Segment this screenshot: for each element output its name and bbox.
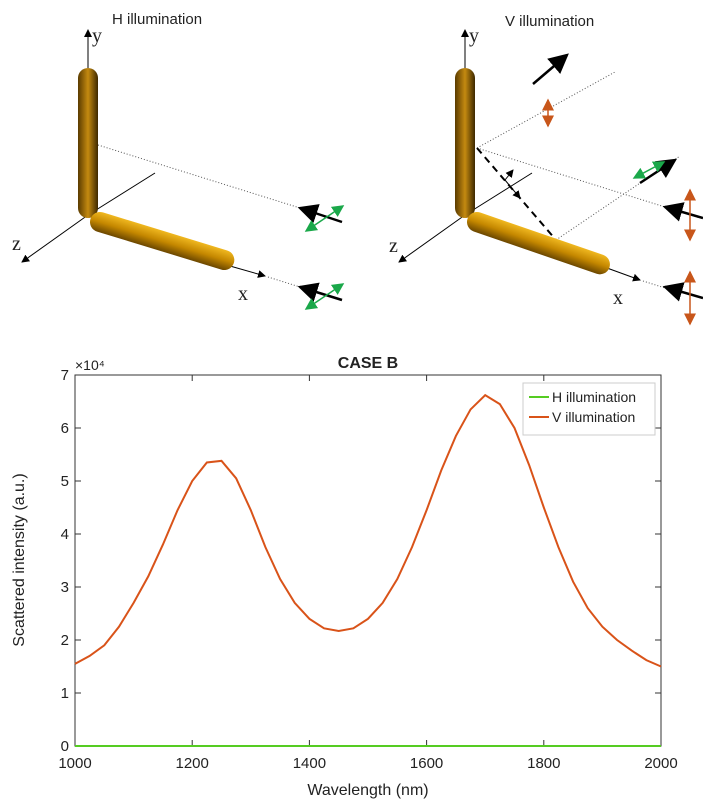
y-tick-label: 4 <box>61 526 69 543</box>
z-axis <box>22 215 88 262</box>
rod <box>88 210 237 273</box>
z-axis-back <box>88 173 155 215</box>
y-tick-label: 6 <box>61 420 69 437</box>
legend-label: V illumination <box>552 409 635 425</box>
guide <box>477 72 615 148</box>
x-axis <box>230 266 265 276</box>
x-axis <box>607 268 640 280</box>
axis-label: z <box>12 233 21 255</box>
diagram-title: V illumination <box>505 13 594 30</box>
x-tick-label: 2000 <box>644 755 677 772</box>
diagram-v: V illumination y z x <box>389 13 703 324</box>
rod <box>464 209 612 277</box>
series-line <box>75 395 661 666</box>
y-tick-label: 0 <box>61 738 69 755</box>
axis-label: x <box>238 283 248 305</box>
y-tick-label: 7 <box>61 367 69 384</box>
legend-label: H illumination <box>552 389 636 405</box>
e-arrow <box>306 206 343 231</box>
chart-title: CASE B <box>338 355 398 372</box>
x-tick-label: 1000 <box>58 755 91 772</box>
guide <box>268 277 300 287</box>
rod <box>78 68 98 218</box>
diagram-title: H illumination <box>112 11 202 28</box>
guide <box>98 145 300 208</box>
y-tick-label: 2 <box>61 632 69 649</box>
x-tick-label: 1400 <box>293 755 326 772</box>
y-tick-label: 3 <box>61 579 69 596</box>
y-multiplier: ×10⁴ <box>75 357 105 373</box>
guide <box>643 281 665 288</box>
x-tick-label: 1800 <box>527 755 560 772</box>
y-axis-label: Scattered intensity (a.u.) <box>11 473 28 646</box>
diagram-h: H illumination y z x <box>12 11 343 309</box>
x-tick-label: 1200 <box>176 755 209 772</box>
e-arrow <box>306 284 343 309</box>
k-arrow <box>533 55 567 84</box>
x-tick-label: 1600 <box>410 755 443 772</box>
y-tick-label: 1 <box>61 685 69 702</box>
z-axis <box>399 215 465 262</box>
k-arrow <box>665 207 703 218</box>
figure: H illumination y z x V illumination y z … <box>0 0 703 803</box>
axis-label: x <box>613 287 623 309</box>
z-axis-back <box>465 173 532 215</box>
y-tick-label: 5 <box>61 473 69 490</box>
k-arrow <box>665 287 703 298</box>
rod <box>455 68 475 218</box>
axis-label: y <box>469 25 479 47</box>
axis-label: z <box>389 235 398 257</box>
k-arrow <box>505 170 513 180</box>
x-axis-label: Wavelength (nm) <box>307 782 428 799</box>
axis-label: y <box>92 25 102 47</box>
